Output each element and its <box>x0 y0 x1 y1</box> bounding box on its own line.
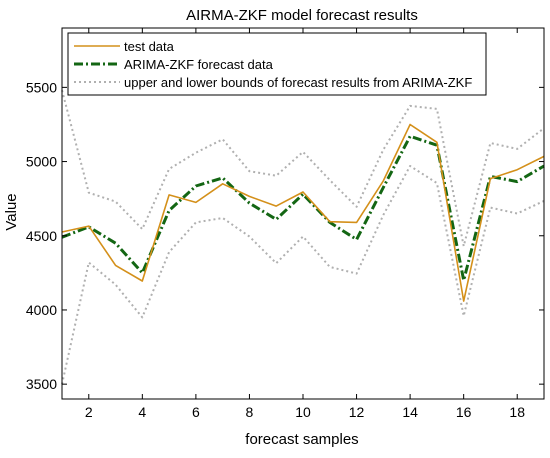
y-tick-label: 4500 <box>26 228 57 244</box>
x-tick-label: 6 <box>192 404 200 420</box>
forecast-series-line <box>61 134 545 282</box>
y-tick-label: 5500 <box>26 79 57 95</box>
legend-label: ARIMA-ZKF forecast data <box>124 57 274 72</box>
y-axis-label: Value <box>3 193 20 230</box>
lower-bound-line <box>61 165 545 385</box>
test-data-series-line <box>61 123 545 302</box>
legend: test data ARIMA-ZKF forecast data upper an… <box>67 32 487 96</box>
x-tick-label: 12 <box>349 404 365 420</box>
plot-area <box>61 90 545 385</box>
y-tick-label: 5000 <box>26 154 57 170</box>
x-tick-label: 16 <box>456 404 472 420</box>
x-tick-label: 10 <box>295 404 311 420</box>
legend-label: upper and lower bounds of forecast resul… <box>124 75 472 90</box>
x-tick-label: 8 <box>246 404 254 420</box>
upper-bound-line <box>61 90 545 248</box>
x-axis-label: forecast samples <box>245 431 358 448</box>
x-tick-label: 14 <box>402 404 418 420</box>
chart-title: AIRMA-ZKF model forecast results <box>186 7 418 24</box>
x-tick-label: 2 <box>85 404 93 420</box>
x-tick-label: 18 <box>509 404 525 420</box>
x-tick-label: 4 <box>138 404 146 420</box>
axes: 2 4 6 8 10 12 14 16 18 3500 4000 4500 5000 5500 <box>26 27 545 420</box>
legend-label: test data <box>124 39 175 54</box>
legend-box <box>67 32 487 96</box>
y-tick-label: 4000 <box>26 302 57 318</box>
y-tick-label: 3500 <box>26 376 57 392</box>
